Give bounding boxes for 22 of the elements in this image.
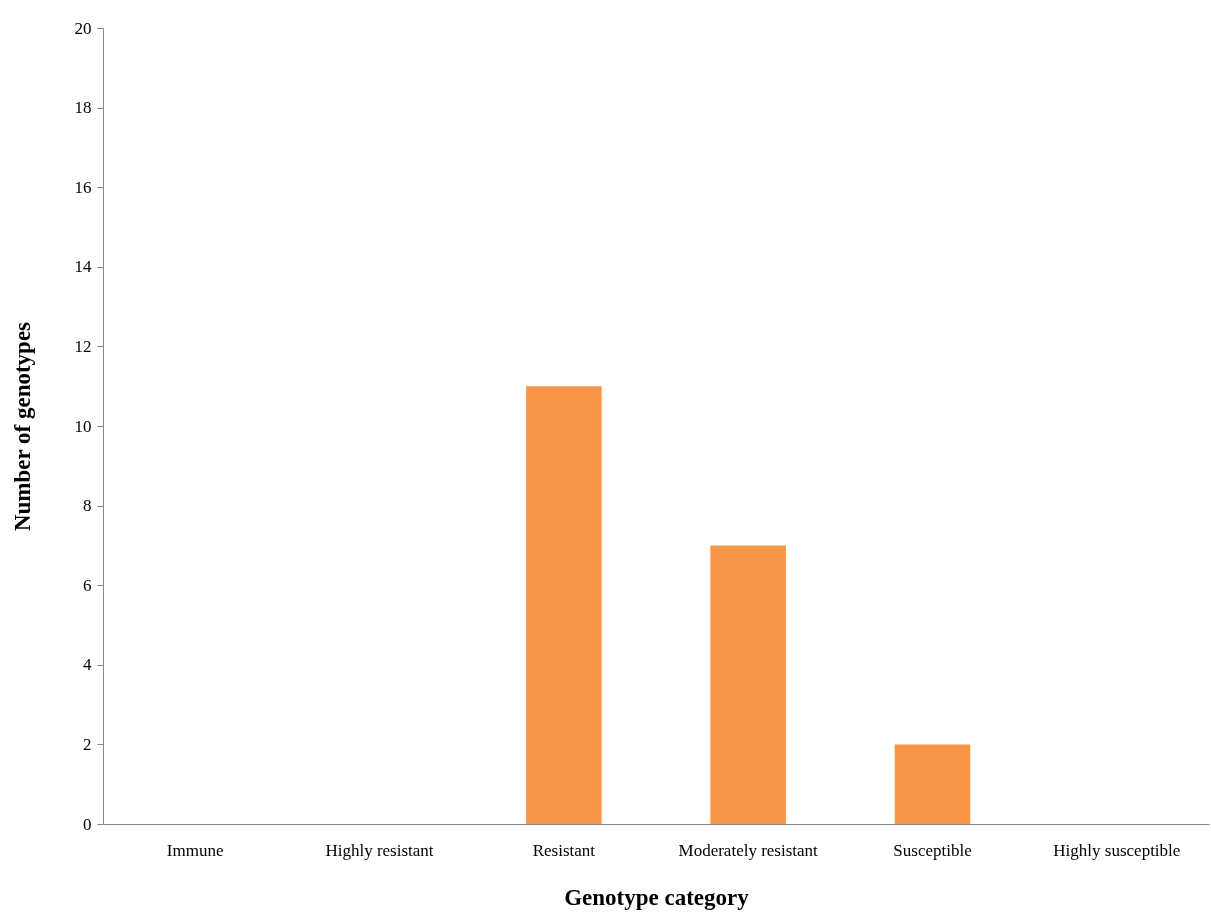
bar xyxy=(526,386,602,824)
y-tick-label: 2 xyxy=(83,734,92,754)
y-tick-label: 12 xyxy=(74,336,92,356)
x-tick-label: Immune xyxy=(166,840,224,860)
bar xyxy=(894,744,971,824)
x-tick-label: Highly resistant xyxy=(325,840,434,860)
bar xyxy=(710,545,786,824)
y-tick-label: 8 xyxy=(83,496,92,516)
x-tick-label: Highly susceptible xyxy=(1053,840,1181,860)
x-tick-label: Susceptible xyxy=(893,840,972,860)
y-tick-label: 18 xyxy=(74,98,92,118)
y-tick-label: 20 xyxy=(74,18,92,38)
x-axis-title: Genotype category xyxy=(564,884,750,910)
y-tick-label: 14 xyxy=(74,257,92,277)
x-tick-label: Moderately resistant xyxy=(678,840,819,860)
y-tick-label: 10 xyxy=(74,416,92,436)
y-tick-label: 0 xyxy=(83,814,92,834)
x-tick-label: Resistant xyxy=(532,840,596,860)
y-tick-label: 4 xyxy=(83,655,92,675)
y-tick-label: 6 xyxy=(83,575,92,595)
y-axis-title: Number of genotypes xyxy=(9,321,35,532)
y-tick-label: 16 xyxy=(74,177,92,197)
